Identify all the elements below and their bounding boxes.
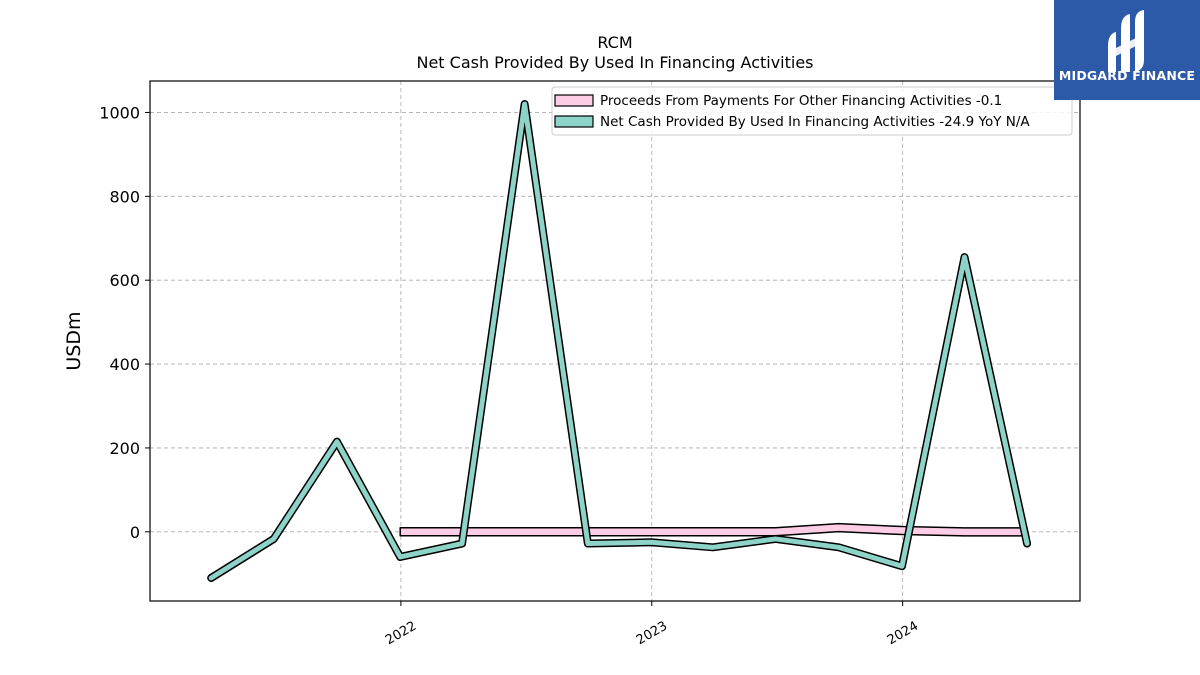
y-axis-label: USDm xyxy=(63,311,85,370)
chart-subtitle: Net Cash Provided By Used In Financing A… xyxy=(416,53,813,72)
x-tick-label: 2022 xyxy=(383,619,419,649)
x-tick-label: 2023 xyxy=(634,619,670,649)
data-point xyxy=(773,537,777,541)
data-point xyxy=(900,564,904,568)
grid-lines xyxy=(150,81,1080,601)
data-point xyxy=(837,545,841,549)
x-axis-ticks: 2022 2023 2024 xyxy=(383,601,921,648)
series-line-layer xyxy=(207,100,1032,582)
legend-swatch-0 xyxy=(554,94,594,107)
data-point xyxy=(209,576,213,580)
legend: Proceeds From Payments For Other Financi… xyxy=(551,86,1073,136)
data-point xyxy=(335,440,339,444)
plot-frame xyxy=(149,80,1081,602)
midgard-logo-icon xyxy=(1108,10,1144,72)
y-tick-label: 0 xyxy=(130,523,140,542)
logo-text: MIDGARD FINANCE xyxy=(1058,68,1196,83)
y-tick-label: 1000 xyxy=(99,103,140,122)
data-point xyxy=(460,542,464,546)
series-line-outline-1 xyxy=(207,100,1032,582)
data-point xyxy=(711,545,715,549)
series-line-1 xyxy=(208,101,1030,581)
series-band-0 xyxy=(399,522,1028,537)
data-point xyxy=(272,537,276,541)
legend-label-1: Net Cash Provided By Used In Financing A… xyxy=(600,114,1030,130)
data-point xyxy=(586,542,590,546)
legend-label-0: Proceeds From Payments For Other Financi… xyxy=(600,93,1002,109)
midgard-finance-logo: MIDGARD FINANCE xyxy=(1054,0,1200,100)
legend-box xyxy=(551,86,1073,136)
series-band-layer xyxy=(399,522,1028,537)
data-point xyxy=(1025,542,1029,546)
chart-title: RCM xyxy=(597,33,632,52)
data-point xyxy=(963,255,967,259)
y-tick-label: 200 xyxy=(109,439,140,458)
data-point xyxy=(398,555,402,559)
x-tick-label: 2024 xyxy=(885,619,921,649)
y-tick-label: 800 xyxy=(109,187,140,206)
y-tick-label: 400 xyxy=(109,355,140,374)
data-point xyxy=(649,540,653,544)
y-axis-ticks: 0 200 400 600 800 1000 xyxy=(99,103,150,542)
y-tick-label: 600 xyxy=(109,271,140,290)
legend-swatch-1 xyxy=(554,115,594,128)
data-point xyxy=(523,102,527,106)
